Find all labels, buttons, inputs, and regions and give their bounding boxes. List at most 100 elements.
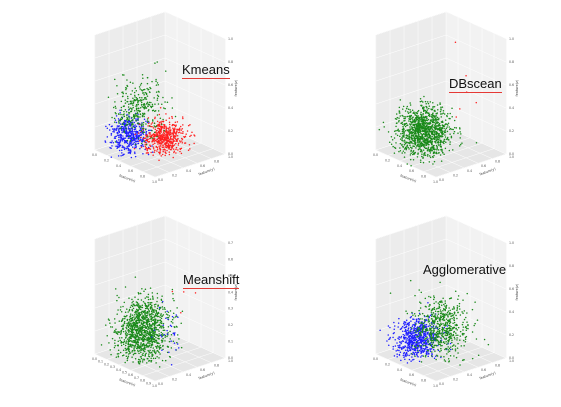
data-point: [462, 299, 464, 301]
data-point: [130, 337, 133, 340]
data-point: [428, 115, 431, 117]
data-point: [406, 144, 409, 146]
data-point: [124, 315, 126, 318]
data-point: [114, 339, 116, 342]
data-point: [439, 320, 441, 322]
data-point: [433, 344, 435, 347]
y-tick-label: 0.0: [158, 178, 163, 182]
data-point: [167, 139, 170, 142]
data-point: [443, 303, 445, 306]
data-point: [139, 324, 141, 327]
data-point: [178, 347, 180, 349]
data-point: [153, 338, 156, 340]
data-point: [394, 325, 396, 327]
data-point: [424, 144, 426, 147]
data-point: [140, 319, 143, 322]
data-point: [412, 314, 414, 316]
data-point: [436, 145, 438, 148]
data-point: [123, 115, 125, 118]
data-point: [424, 154, 427, 156]
data-point: [170, 363, 173, 366]
data-point: [166, 139, 168, 142]
data-point: [156, 82, 159, 84]
data-point: [107, 318, 110, 320]
data-point: [415, 135, 417, 138]
data-point: [413, 126, 416, 129]
data-point: [423, 124, 425, 126]
data-point: [130, 333, 132, 335]
data-point: [431, 339, 434, 342]
data-point: [419, 161, 422, 164]
data-point: [440, 355, 442, 358]
data-point: [155, 341, 158, 343]
data-point: [446, 323, 449, 325]
data-point: [143, 107, 145, 109]
data-point: [131, 109, 133, 111]
data-point: [162, 118, 164, 121]
chart-meanshift: 0.00.10.20.30.40.50.60.70.80.91.0 0.00.20…: [92, 215, 238, 388]
data-point: [438, 327, 441, 330]
data-point: [403, 356, 405, 358]
data-point: [404, 110, 407, 112]
data-point: [132, 106, 134, 109]
data-point: [150, 340, 153, 342]
data-point: [145, 93, 148, 96]
data-point: [110, 134, 113, 136]
data-point: [161, 295, 163, 297]
data-point: [139, 107, 142, 109]
data-point: [154, 309, 156, 311]
data-point: [439, 103, 441, 106]
data-point: [140, 306, 142, 309]
data-point: [121, 138, 124, 141]
data-point: [454, 290, 457, 293]
panel-dbscean: 0.0 0.2 0.4 0.6 0.8 1.0 0.0 0.2 0.4 0.6 0.8 1.0 0.0 0…: [281, 0, 561, 203]
data-point: [423, 314, 426, 317]
data-point: [120, 100, 123, 103]
data-point: [133, 110, 136, 112]
data-point: [399, 351, 402, 353]
data-point: [442, 297, 444, 300]
data-point: [126, 322, 128, 325]
data-point: [437, 348, 439, 351]
data-point: [124, 137, 127, 139]
data-point: [145, 98, 148, 100]
data-point: [154, 149, 156, 152]
data-point: [399, 115, 401, 117]
data-point: [418, 327, 420, 329]
data-point: [420, 356, 422, 358]
data-point: [153, 138, 156, 141]
data-point: [434, 121, 436, 124]
data-point: [409, 140, 411, 143]
data-point: [132, 139, 134, 142]
data-point: [125, 132, 128, 135]
data-point: [473, 324, 475, 327]
data-point: [413, 334, 416, 337]
data-point: [113, 129, 115, 132]
data-point: [161, 103, 163, 105]
data-point: [165, 138, 167, 140]
data-point: [441, 329, 444, 332]
data-point: [423, 146, 426, 149]
data-point: [150, 338, 152, 340]
data-point: [164, 336, 166, 338]
data-point: [137, 137, 140, 139]
data-point: [137, 350, 139, 353]
data-point: [413, 358, 415, 361]
data-point: [430, 315, 433, 318]
data-point: [112, 128, 114, 130]
data-point: [160, 128, 163, 131]
x-tick-label: 0.2: [385, 158, 390, 162]
data-point: [143, 93, 145, 96]
data-point: [154, 333, 157, 335]
data-point: [125, 147, 128, 150]
data-point: [157, 90, 160, 93]
data-point: [432, 124, 434, 126]
data-point: [431, 343, 434, 346]
data-point: [428, 149, 431, 151]
data-point: [433, 137, 435, 140]
data-point: [421, 144, 423, 147]
data-point: [145, 352, 147, 355]
data-point: [133, 347, 135, 349]
data-point: [409, 116, 411, 118]
data-point: [439, 102, 441, 104]
